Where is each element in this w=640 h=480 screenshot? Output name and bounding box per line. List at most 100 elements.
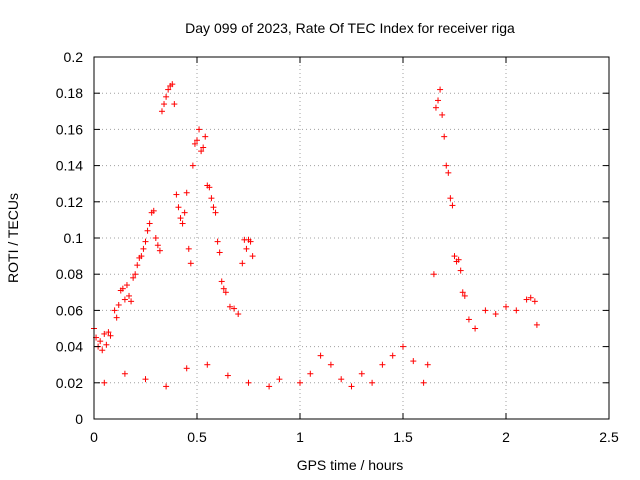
data-point: [379, 361, 386, 368]
data-point: [245, 379, 252, 386]
data-point: [204, 361, 211, 368]
data-point: [461, 292, 468, 299]
data-point: [224, 372, 231, 379]
grid-lines: [94, 57, 609, 419]
data-point: [317, 352, 324, 359]
x-tick-label: 0: [90, 429, 98, 445]
data-point: [307, 370, 314, 377]
data-point: [338, 376, 345, 383]
data-point: [138, 253, 145, 260]
data-point: [439, 111, 446, 118]
data-point: [171, 101, 178, 108]
data-point: [443, 162, 450, 169]
data-point: [276, 376, 283, 383]
data-point: [165, 86, 172, 93]
data-point: [132, 271, 139, 278]
data-point: [389, 352, 396, 359]
chart-title: Day 099 of 2023, Rate Of TEC Index for r…: [185, 20, 515, 36]
data-point: [121, 370, 128, 377]
data-point: [179, 220, 186, 227]
data-point: [214, 238, 221, 245]
y-tick-label: 0.06: [56, 302, 83, 318]
data-point: [503, 303, 509, 310]
x-tick-label: 0.5: [187, 429, 207, 445]
data-point: [527, 294, 534, 301]
x-axis-ticks: 0 0.5 1 1.5 2 2.5: [90, 57, 619, 445]
data-point: [200, 144, 207, 151]
data-point: [216, 249, 223, 256]
data-point: [348, 383, 355, 390]
data-point: [533, 321, 540, 328]
data-point: [177, 215, 184, 222]
data-point: [410, 358, 417, 365]
data-point: [99, 347, 106, 354]
data-point: [465, 316, 472, 323]
data-point: [189, 162, 196, 169]
data-point: [218, 278, 225, 285]
y-tick-label: 0.2: [64, 49, 84, 65]
data-point: [206, 184, 213, 191]
data-point: [101, 330, 108, 337]
data-point: [115, 301, 122, 308]
y-tick-label: 0.08: [56, 266, 83, 282]
y-tick-label: 0.12: [56, 194, 83, 210]
data-point: [231, 305, 238, 312]
data-point: [435, 97, 442, 104]
data-point: [266, 383, 273, 390]
data-point: [459, 289, 466, 296]
plot-frame: [93, 56, 610, 420]
data-point: [103, 341, 110, 348]
data-point: [424, 361, 431, 368]
data-point: [101, 379, 108, 386]
data-point: [226, 303, 233, 310]
y-tick-label: 0: [75, 411, 83, 427]
data-point: [358, 370, 365, 377]
data-point: [161, 101, 168, 108]
data-point: [156, 247, 163, 254]
data-point: [437, 86, 444, 93]
data-point: [123, 282, 130, 289]
data-point: [169, 81, 176, 88]
x-tick-label: 1: [296, 429, 304, 445]
y-tick-label: 0.02: [56, 375, 83, 391]
data-points: [91, 81, 540, 390]
data-point: [107, 332, 114, 339]
data-point: [154, 242, 161, 249]
data-point: [249, 253, 256, 260]
data-point: [194, 137, 200, 144]
data-point: [239, 260, 246, 267]
y-axis-ticks: 0 0.02 0.04 0.06 0.08 0.1 0.12 0.14 0.16 0.18 0.2: [56, 49, 609, 427]
data-point: [208, 195, 215, 202]
data-point: [175, 204, 182, 211]
data-point: [152, 235, 159, 241]
data-point: [455, 256, 462, 263]
data-point: [220, 285, 227, 292]
data-point: [111, 307, 118, 314]
data-point: [420, 379, 427, 386]
data-point: [492, 311, 499, 318]
data-point: [146, 220, 153, 227]
data-point: [105, 329, 112, 336]
data-point: [457, 267, 464, 274]
data-point: [158, 108, 165, 115]
data-point: [173, 191, 180, 198]
x-tick-label: 1.5: [393, 429, 413, 445]
data-point: [126, 292, 133, 299]
y-axis-label: ROTI / TECUs: [5, 193, 21, 283]
data-point: [113, 314, 120, 321]
data-point: [119, 285, 126, 292]
data-point: [513, 307, 520, 314]
data-point: [445, 169, 452, 176]
y-tick-label: 0.14: [56, 158, 83, 174]
x-axis-label: GPS time / hours: [297, 457, 404, 473]
data-point: [140, 245, 147, 252]
data-point: [142, 376, 149, 383]
x-tick-label: 2: [502, 429, 510, 445]
data-point: [196, 126, 203, 133]
x-tick-label: 2.5: [599, 429, 619, 445]
data-point: [97, 338, 104, 345]
data-point: [243, 245, 250, 252]
data-point: [130, 274, 137, 281]
data-point: [121, 296, 128, 303]
